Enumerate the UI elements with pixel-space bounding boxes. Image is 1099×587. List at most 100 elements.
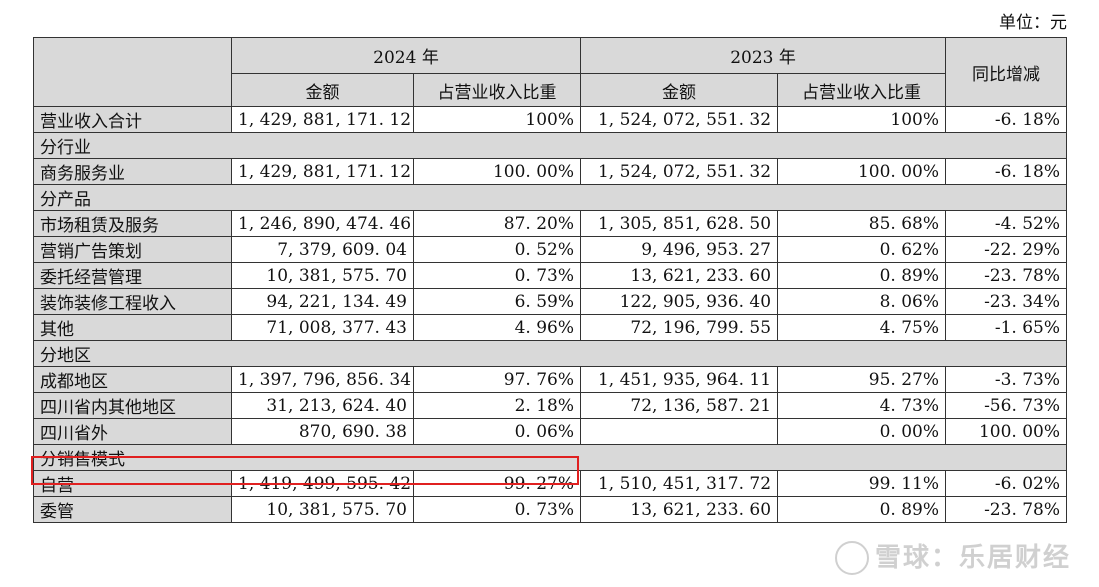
ratio-2023-cell: 4. 75% xyxy=(777,314,947,341)
highlight-box xyxy=(31,456,579,485)
revenue-breakdown-table: 2024 年 2023 年 同比增减 金额 占营业收入比重 金额 占营业收入比重… xyxy=(32,37,1068,523)
amount-2023-cell: 72, 136, 587. 21 xyxy=(580,392,779,419)
amount-2023-cell: 13, 621, 233. 60 xyxy=(580,496,779,523)
section-row: 分销售模式 xyxy=(32,444,1068,471)
ratio-2024-cell: 97. 76% xyxy=(412,366,582,393)
row-label: 委托经营管理 xyxy=(33,262,232,289)
table-row: 四川省内其他地区 31, 213, 624. 40 2. 18% 72, 136, 5… xyxy=(33,392,1068,419)
ratio-2023-cell: 100% xyxy=(777,106,947,133)
section-row: 分行业 xyxy=(32,132,1068,159)
amount-2024-cell: 1, 246, 890, 474. 46 xyxy=(231,210,414,237)
ratio-2024-cell: 4. 96% xyxy=(412,314,582,341)
section-label: 分销售模式 xyxy=(32,444,1068,471)
yoy-cell: -22. 29% xyxy=(945,236,1068,263)
row-label: 成都地区 xyxy=(33,366,232,393)
amount-2024-cell: 1, 429, 881, 171. 12 xyxy=(231,106,414,133)
amount-2023-cell: 13, 621, 233. 60 xyxy=(580,262,779,289)
ratio-2024-cell: 87. 20% xyxy=(412,210,582,237)
amount-2024-cell: 94, 221, 134. 49 xyxy=(231,288,414,315)
amount-2024-cell: 10, 381, 575. 70 xyxy=(231,262,414,289)
amount-2024-cell: 10, 381, 575. 70 xyxy=(231,496,414,523)
row-label: 装饰装修工程收入 xyxy=(33,288,232,315)
table-row: 营销广告策划 7, 379, 609. 04 0. 52% 9, 496, 953. … xyxy=(33,236,1068,263)
amount-2024-cell: 7, 379, 609. 04 xyxy=(231,236,414,263)
ratio-2024-cell: 100. 00% xyxy=(412,158,582,185)
header-amount-2024: 金额 xyxy=(231,73,414,107)
ratio-2024-cell: 0. 52% xyxy=(412,236,582,263)
unit-label: 单位：元 xyxy=(999,13,1067,33)
row-label: 其他 xyxy=(33,314,232,341)
row-label: 营销广告策划 xyxy=(33,236,232,263)
section-row: 分地区 xyxy=(32,340,1068,367)
amount-2024-cell: 870, 690. 38 xyxy=(231,418,414,445)
row-label: 商务服务业 xyxy=(33,158,232,185)
ratio-2024-cell: 2. 18% xyxy=(412,392,582,419)
ratio-2023-cell: 85. 68% xyxy=(777,210,947,237)
yoy-cell: -23. 34% xyxy=(945,288,1068,315)
yoy-cell: -23. 78% xyxy=(945,496,1068,523)
row-label: 四川省外 xyxy=(33,418,232,445)
section-label: 分地区 xyxy=(32,340,1068,367)
header-amount-2023: 金额 xyxy=(580,73,779,107)
ratio-2024-cell: 0. 73% xyxy=(412,262,582,289)
amount-2024-cell: 31, 213, 624. 40 xyxy=(231,392,414,419)
ratio-2024-cell: 6. 59% xyxy=(412,288,582,315)
amount-2024-cell: 1, 397, 796, 856. 34 xyxy=(231,366,414,393)
amount-2023-cell: 72, 196, 799. 55 xyxy=(580,314,779,341)
amount-2023-cell xyxy=(580,418,779,445)
amount-2024-cell: 71, 008, 377. 43 xyxy=(231,314,414,341)
table-row: 营业收入合计 1, 429, 881, 171. 12 100% 1, 524, 07… xyxy=(33,106,1068,133)
table-row: 商务服务业 1, 429, 881, 171. 12 100. 00% 1, 524,… xyxy=(33,158,1068,185)
section-label: 分行业 xyxy=(32,132,1068,159)
yoy-cell: -4. 52% xyxy=(945,210,1068,237)
ratio-2024-cell: 0. 73% xyxy=(412,496,582,523)
table-row: 委管 10, 381, 575. 70 0. 73% 13, 621, 233. 60… xyxy=(33,496,1068,523)
yoy-cell: -6. 02% xyxy=(945,470,1068,497)
table-row: 委托经营管理 10, 381, 575. 70 0. 73% 13, 621, 233… xyxy=(33,262,1068,289)
ratio-2023-cell: 0. 62% xyxy=(777,236,947,263)
yoy-cell: 100. 00% xyxy=(945,418,1068,445)
header-ratio-2023: 占营业收入比重 xyxy=(777,73,947,107)
ratio-2023-cell: 4. 73% xyxy=(777,392,947,419)
ratio-2023-cell: 0. 89% xyxy=(777,262,947,289)
ratio-2024-cell: 100% xyxy=(412,106,582,133)
snowball-logo-icon xyxy=(834,541,869,575)
table-row: 成都地区 1, 397, 796, 856. 34 97. 76% 1, 451, 9… xyxy=(33,366,1068,393)
watermark-text: 雪球：乐居财经 xyxy=(874,542,1071,573)
row-label: 四川省内其他地区 xyxy=(33,392,232,419)
amount-2024-cell: 1, 429, 881, 171. 12 xyxy=(231,158,414,185)
row-label: 市场租赁及服务 xyxy=(33,210,232,237)
ratio-2023-cell: 0. 00% xyxy=(777,418,947,445)
watermark: 雪球：乐居财经 xyxy=(834,537,1071,575)
ratio-2023-cell: 99. 11% xyxy=(777,470,947,497)
yoy-cell: -23. 78% xyxy=(945,262,1068,289)
ratio-2023-cell: 100. 00% xyxy=(777,158,947,185)
ratio-2023-cell: 0. 89% xyxy=(777,496,947,523)
yoy-cell: -1. 65% xyxy=(945,314,1068,341)
row-label: 营业收入合计 xyxy=(33,106,232,133)
header-yoy: 同比增减 xyxy=(945,37,1068,107)
yoy-cell: -6. 18% xyxy=(945,106,1068,133)
header-year-2024: 2024 年 xyxy=(230,37,582,74)
section-label: 分产品 xyxy=(32,184,1068,211)
ratio-2023-cell: 95. 27% xyxy=(777,366,947,393)
amount-2023-cell: 1, 510, 451, 317. 72 xyxy=(580,470,779,497)
section-row: 分产品 xyxy=(32,184,1068,211)
yoy-cell: -6. 18% xyxy=(945,158,1068,185)
ratio-2024-cell: 0. 06% xyxy=(412,418,582,445)
yoy-cell: -56. 73% xyxy=(945,392,1068,419)
amount-2023-cell: 122, 905, 936. 40 xyxy=(580,288,779,315)
table-row: 市场租赁及服务 1, 246, 890, 474. 46 87. 20% 1, 305… xyxy=(33,210,1068,237)
amount-2023-cell: 9, 496, 953. 27 xyxy=(580,236,779,263)
header-year-2023: 2023 年 xyxy=(580,37,947,74)
ratio-2023-cell: 8. 06% xyxy=(777,288,947,315)
table-row: 其他 71, 008, 377. 43 4. 96% 72, 196, 799. 55… xyxy=(33,314,1068,341)
table-row: 装饰装修工程收入 94, 221, 134. 49 6. 59% 122, 905, … xyxy=(33,288,1068,315)
row-label: 委管 xyxy=(33,496,232,523)
header-ratio-2024: 占营业收入比重 xyxy=(412,73,582,107)
amount-2023-cell: 1, 305, 851, 628. 50 xyxy=(580,210,779,237)
header-blank-cell xyxy=(33,37,232,107)
amount-2023-cell: 1, 451, 935, 964. 11 xyxy=(580,366,779,393)
table-row: 四川省外 870, 690. 38 0. 06% 0. 00% 100. 00% xyxy=(33,418,1068,445)
yoy-cell: -3. 73% xyxy=(945,366,1068,393)
